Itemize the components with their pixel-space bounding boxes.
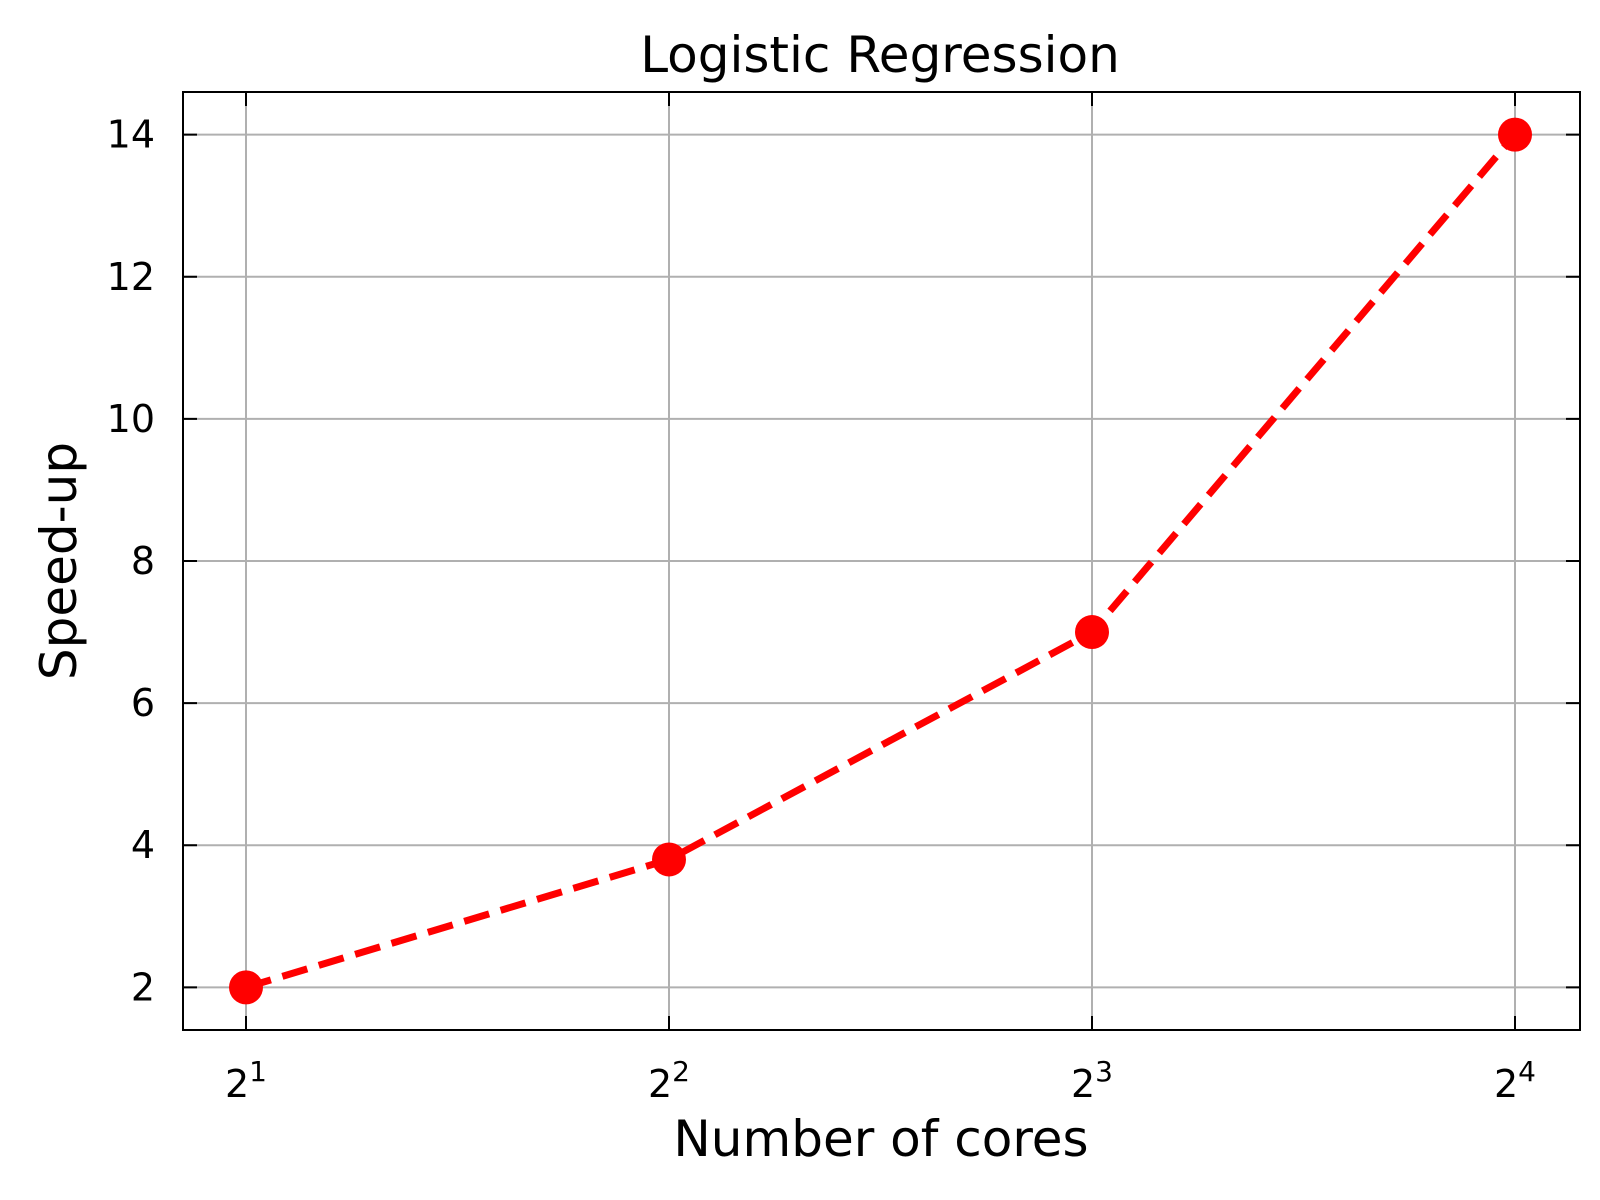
x-tick-label-exponent: 4 [1518,1055,1536,1088]
x-tick-label-base: 2 [225,1062,249,1106]
y-tick-label: 14 [107,113,155,157]
x-tick-label-base: 2 [648,1062,672,1106]
y-tick-label: 2 [131,965,155,1009]
x-axis-label: Number of cores [673,1110,1088,1168]
x-tick-label-base: 2 [1071,1062,1095,1106]
data-point-marker [1075,615,1109,650]
y-tick-label: 6 [131,681,155,725]
data-series [229,117,1532,1005]
data-point-marker [229,970,263,1005]
grid [183,92,1580,1030]
chart-title: Logistic Regression [640,26,1120,84]
x-tick-label: 24 [1494,1055,1536,1106]
x-tick-label-exponent: 1 [249,1055,267,1088]
y-tick-label: 8 [131,539,155,583]
y-tick-labels: 2 4 6 8 10 12 14 [107,113,155,1010]
y-axis-label: Speed-up [30,442,88,680]
x-tick-label: 21 [225,1055,267,1106]
axis-ticks [183,92,1580,1030]
x-tick-label: 22 [648,1055,690,1106]
y-tick-label: 12 [107,255,155,299]
x-tick-label: 23 [1071,1055,1113,1106]
y-tick-label: 4 [131,823,155,867]
x-tick-labels: 21 22 23 24 [225,1055,1536,1106]
x-tick-label-exponent: 2 [672,1055,690,1088]
data-point-marker [1498,117,1532,152]
x-tick-label-base: 2 [1494,1062,1518,1106]
x-tick-label-exponent: 3 [1095,1055,1113,1088]
plot-frame [182,91,1581,1031]
data-point-marker [652,842,686,877]
y-tick-label: 10 [107,397,155,441]
